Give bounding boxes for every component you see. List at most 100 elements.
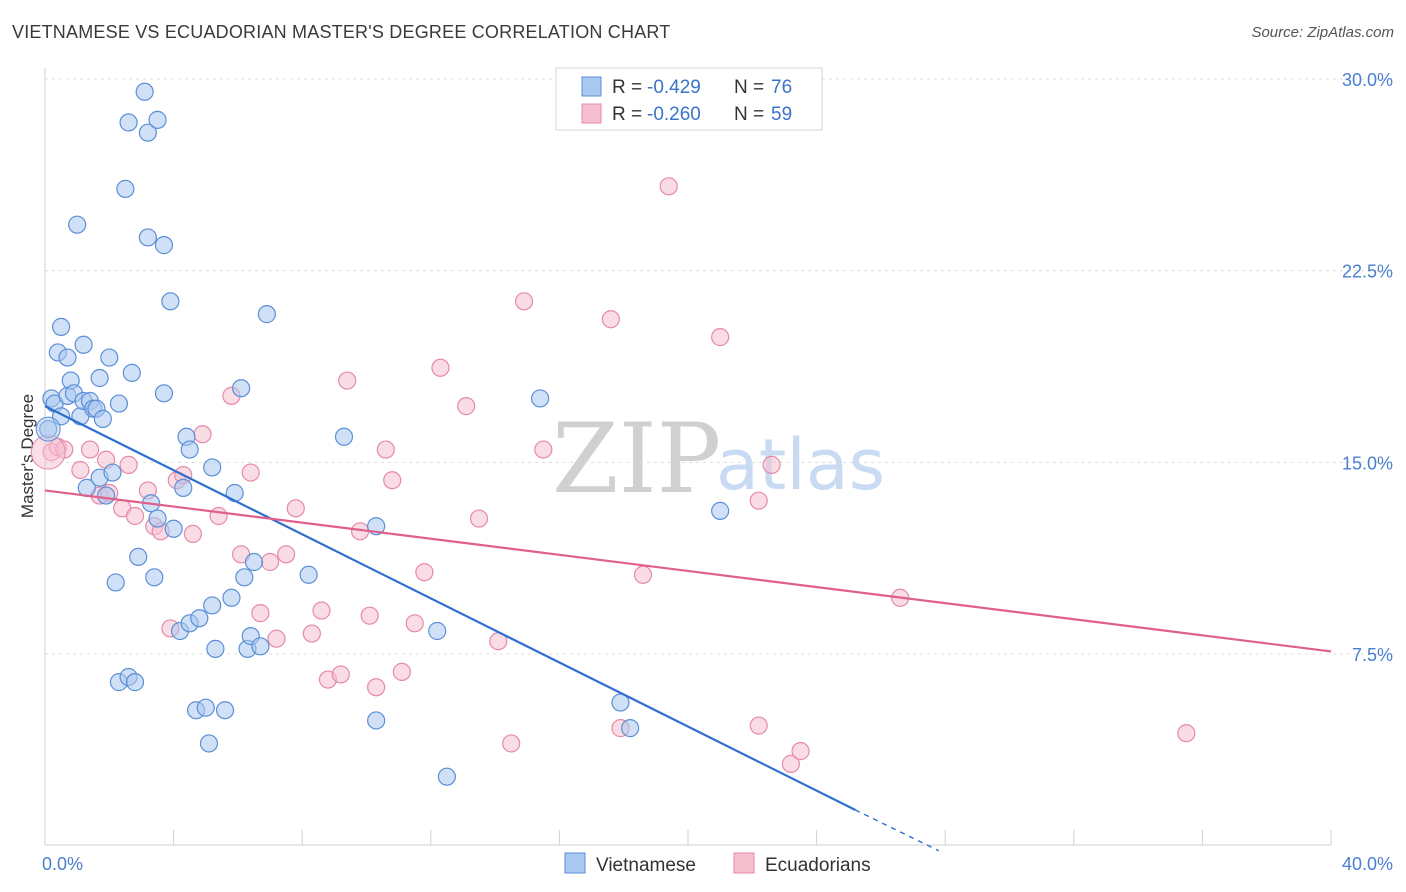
ecuadorians-point <box>183 524 202 543</box>
vietnamese-point <box>106 573 125 592</box>
ecuadorians-point <box>415 563 434 582</box>
vietnamese-point <box>125 673 145 692</box>
ecuadorians-point <box>277 545 296 564</box>
vietnamese-point <box>334 427 354 446</box>
ecuadorians-point <box>302 624 321 643</box>
vietnamese-point <box>257 305 276 324</box>
legend-n-label-2: N = <box>734 104 764 125</box>
ecuadorians-point <box>193 425 212 444</box>
vietnamese-point <box>100 348 119 367</box>
legend-n-label-1: N = <box>734 77 764 98</box>
vietnamese-point <box>154 384 174 403</box>
ecuadorians-point <box>514 292 534 311</box>
ecuadorians-point <box>209 506 228 526</box>
ecuadorians-point <box>286 499 305 518</box>
ecuadorians-point <box>762 455 781 474</box>
ecuadorians-point <box>633 565 653 584</box>
vietnamese-point <box>93 409 112 428</box>
ecuadorians-point <box>383 471 402 490</box>
trend-lines <box>44 405 1332 852</box>
ecuadorians-point <box>534 440 553 459</box>
vietnamese-point <box>119 113 138 132</box>
vietnamese-point <box>174 478 193 497</box>
vietnamese-point <box>531 389 550 408</box>
chart-title: VIETNAMESE VS ECUADORIAN MASTER'S DEGREE… <box>12 22 671 42</box>
ecuadorians-point <box>80 440 100 459</box>
ecuadorians-point <box>457 397 476 416</box>
vietnamese-point <box>190 609 209 628</box>
legend-r-label-1: R = <box>612 77 642 98</box>
ecuadorians-point <box>711 328 730 347</box>
y-tick-label: 7.5% <box>1352 645 1393 665</box>
ecuadorians-point <box>431 358 450 377</box>
ecuadorians-point <box>71 460 90 480</box>
watermark-zip: ZIP <box>552 403 721 515</box>
ecuadorians-point <box>781 754 800 773</box>
ecuadorians-point <box>367 678 386 697</box>
vietnamese-point <box>148 509 167 528</box>
vietnamese-point <box>711 501 730 520</box>
vietnamese-point <box>145 568 164 587</box>
vietnamese-point <box>103 463 122 482</box>
vietnamese-point <box>621 719 640 738</box>
legend-swatch-vietnamese <box>581 76 602 97</box>
ecuadorians-point <box>119 455 138 474</box>
vietnamese-point <box>206 639 225 658</box>
ecuadorians-point <box>405 614 424 633</box>
ecuadorians-point <box>392 662 411 681</box>
ecuadorians-point <box>241 463 260 482</box>
vietnamese-points <box>35 82 730 786</box>
ecuadorians-point <box>338 371 357 390</box>
ecuadorians-point <box>260 552 280 572</box>
ecuadorians-point <box>376 440 395 459</box>
vietnamese-point <box>199 734 219 753</box>
vietnamese-point <box>235 568 254 587</box>
ecuadorians-point <box>749 491 768 510</box>
ecuadorians-point <box>331 665 350 684</box>
bottom-swatch-vietnamese <box>564 852 586 874</box>
vietnamese-point <box>129 547 148 566</box>
vietnamese-point <box>90 368 109 388</box>
vietnamese-point <box>58 348 77 367</box>
ecuadorians-point <box>251 604 270 623</box>
source-credit: Source: ZipAtlas.com <box>1251 24 1394 41</box>
ecuadorians-point <box>125 506 145 526</box>
ecuadorians-point <box>1177 724 1196 743</box>
legend-n-value-1: 76 <box>771 77 792 98</box>
vietnamese-point <box>225 483 244 503</box>
vietnamese-point <box>196 698 215 717</box>
legend-r-value-1: -0.429 <box>647 77 701 98</box>
y-tick-label: 30.0% <box>1342 70 1393 90</box>
ecuadorians-trend-line <box>44 489 1332 653</box>
vietnamese-point <box>244 552 264 572</box>
legend-r-value-2: -0.260 <box>647 104 701 125</box>
x-tick-label: 0.0% <box>42 854 83 874</box>
ecuadorians-point <box>469 509 489 528</box>
vietnamese-point <box>164 519 183 538</box>
vietnamese-point <box>68 215 87 234</box>
y-tick-label: 22.5% <box>1342 262 1393 282</box>
vietnamese-point <box>122 363 141 382</box>
ecuadorians-points <box>30 177 1196 773</box>
gridlines <box>44 78 1392 845</box>
vietnamese-point <box>96 486 116 505</box>
ecuadorians-point <box>659 177 678 196</box>
y-tick-label: 15.0% <box>1342 453 1393 473</box>
ecuadorians-point <box>312 601 331 620</box>
vietnamese-point <box>74 335 93 354</box>
vietnamese-point <box>437 767 456 786</box>
ecuadorians-point <box>267 629 286 648</box>
correlation-legend: R = -0.429 N = 76 R = -0.260 N = 59 <box>555 67 823 131</box>
vietnamese-point <box>299 565 318 584</box>
watermark-atlas: atlas <box>716 424 885 506</box>
vietnamese-point <box>138 228 157 247</box>
ecuadorians-point <box>749 716 768 735</box>
series-legend: Vietnamese Ecuadorians <box>564 852 871 876</box>
bottom-legend-ecuadorians: Ecuadorians <box>765 855 871 876</box>
vietnamese-point <box>161 292 180 311</box>
y-axis-label: Master's Degree <box>18 394 37 518</box>
vietnamese-point <box>251 637 270 656</box>
x-tick-label: 40.0% <box>1342 854 1393 874</box>
vietnamese-point <box>215 701 235 720</box>
